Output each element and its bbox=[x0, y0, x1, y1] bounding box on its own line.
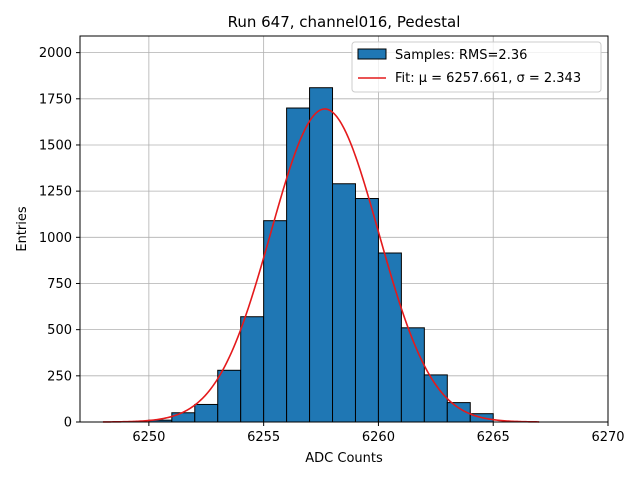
y-tick-label: 1500 bbox=[39, 138, 72, 153]
histogram-bar bbox=[332, 183, 356, 423]
y-axis-label: Entries bbox=[15, 206, 30, 252]
legend-label-fit: Fit: μ = 6257.661, σ = 2.343 bbox=[395, 71, 581, 86]
y-tick-label: 2000 bbox=[39, 46, 72, 61]
histogram-bar bbox=[263, 220, 288, 423]
histogram-bar bbox=[423, 374, 448, 423]
y-tick-label: 500 bbox=[47, 323, 72, 338]
y-tick-label: 750 bbox=[47, 277, 72, 292]
histogram-bar bbox=[240, 316, 265, 423]
legend-swatch-histogram bbox=[357, 48, 387, 60]
legend-label-histogram: Samples: RMS=2.36 bbox=[395, 48, 527, 63]
chart-title: Run 647, channel016, Pedestal bbox=[228, 13, 461, 31]
plot-frame bbox=[79, 35, 609, 423]
histogram-bar bbox=[286, 107, 311, 423]
y-axis-ticks: 0 250 500 750 1000 1250 1500 1750 2000 bbox=[39, 46, 80, 431]
y-tick-label: 1750 bbox=[39, 92, 72, 107]
x-tick-label: 6270 bbox=[591, 430, 624, 445]
x-axis-label: ADC Counts bbox=[305, 451, 383, 466]
legend-box bbox=[351, 41, 602, 93]
x-tick-label: 6260 bbox=[362, 430, 395, 445]
x-tick-label: 6250 bbox=[132, 430, 165, 445]
histogram-bar bbox=[377, 252, 402, 423]
histogram-bar bbox=[171, 412, 196, 423]
histogram-bar bbox=[354, 198, 379, 423]
legend: Samples: RMS=2.36 Fit: μ = 6257.661, σ =… bbox=[351, 41, 602, 93]
histogram-bar bbox=[217, 369, 242, 423]
y-tick-label: 0 bbox=[64, 416, 72, 431]
y-tick-label: 1000 bbox=[39, 231, 72, 246]
x-axis-ticks: 6250 6255 6260 6265 6270 bbox=[132, 422, 625, 445]
x-tick-label: 6255 bbox=[247, 430, 280, 445]
fit-curve-layer bbox=[102, 108, 540, 423]
histogram-bars bbox=[148, 87, 494, 423]
x-tick-label: 6265 bbox=[477, 430, 510, 445]
fit-curve bbox=[102, 108, 540, 423]
histogram-bar bbox=[194, 403, 219, 423]
histogram-bar bbox=[309, 87, 334, 423]
y-tick-label: 1250 bbox=[39, 185, 72, 200]
y-tick-label: 250 bbox=[47, 369, 72, 384]
